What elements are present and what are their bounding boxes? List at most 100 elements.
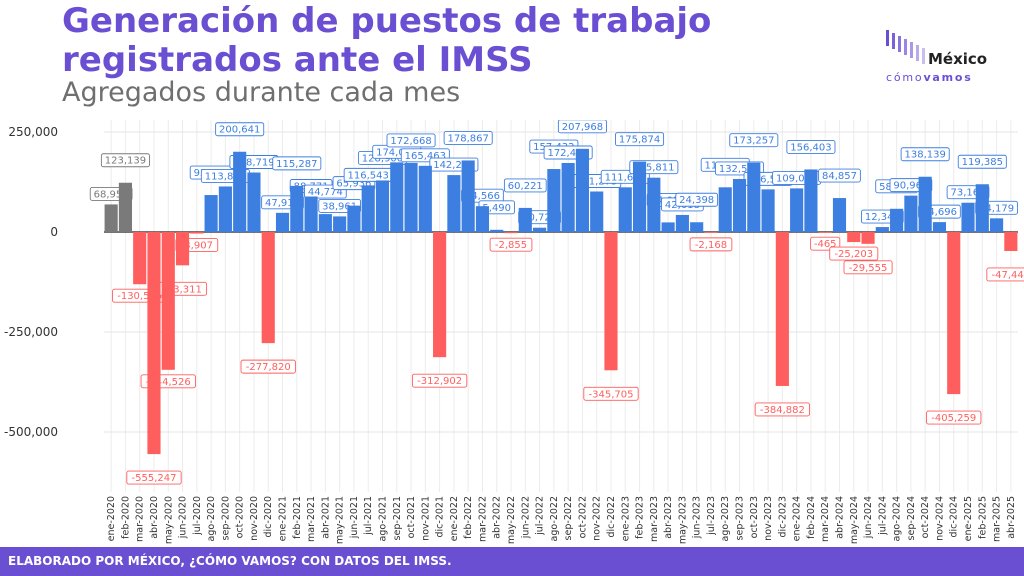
bar-ago-2023 [718,187,732,232]
data-label: 123,139 [105,156,146,167]
x-tick-label: sep-2022 [563,496,574,540]
x-tick-label: jun-2021 [349,496,360,539]
x-tick-label: dic-2022 [606,496,617,538]
data-label-box [900,147,950,162]
data-label-box [411,373,468,388]
bar-dic-2021 [433,232,447,358]
bar-oct-2022 [575,148,589,232]
bar-may-2020 [161,232,175,370]
bar-ene-2023 [618,187,632,232]
x-tick-label: mar-2020 [135,496,146,542]
x-tick-label: ago-2022 [549,496,560,541]
bar-abr-2023 [661,222,675,232]
x-tick-label: oct-2024 [920,496,931,538]
data-label: 116,543 [348,170,389,181]
bar-ago-2022 [547,169,561,232]
x-tick-label: jun-2023 [692,496,703,539]
bar-mar-2025 [990,218,1004,232]
bar-may-2023 [675,214,689,232]
bar-sep-2024 [904,195,918,232]
data-label: -47,442 [992,270,1024,281]
data-label: 156,403 [790,142,831,153]
bar-oct-2024 [918,176,932,232]
data-label-box [986,267,1024,282]
x-tick-label: abr-2022 [492,496,503,539]
x-tick-label: dic-2021 [435,496,446,538]
bar-mar-2024 [818,232,832,233]
x-tick-label: jun-2020 [178,496,189,539]
data-label: 113,850 [205,171,246,182]
page-subtitle: Agregados durante cada mes [62,77,461,108]
x-tick-label: nov-2023 [763,496,774,541]
bar-jul-2024 [875,227,889,232]
data-label-box [689,237,733,252]
x-tick-label: ago-2023 [720,496,731,541]
bar-ene-2025 [961,202,975,232]
x-tick-label: nov-2022 [592,496,603,541]
x-tick-label: feb-2020 [120,496,131,539]
bar-feb-2021 [290,185,304,232]
bar-feb-2024 [804,169,818,232]
bar-jul-2022 [533,227,547,232]
x-tick-label: ago-2020 [206,496,217,541]
bar-sep-2023 [732,178,747,232]
x-tick-label: mar-2021 [306,496,317,542]
bar-ago-2020 [204,195,218,232]
title-line-1: Generación de puestos de trabajo [62,1,712,41]
x-tick-label: nov-2024 [934,496,945,541]
data-label: 24,696 [922,207,957,218]
data-label: -83,311 [163,284,202,295]
data-label-box [754,402,811,417]
x-tick-label: oct-2021 [406,496,417,538]
data-label: 10,726 [522,213,557,224]
bar-may-2021 [333,216,347,232]
bar-feb-2023 [632,161,647,232]
data-label-box [843,260,893,275]
bar-ene-2024 [790,188,804,232]
x-tick-label: mar-2025 [992,496,1003,542]
data-label: 132,558 [719,164,760,175]
bar-nov-2020 [247,172,261,232]
bar-oct-2021 [404,162,418,232]
x-tick-label: abr-2025 [1006,496,1017,539]
data-label: 172,492 [547,148,588,159]
bar-feb-2020 [118,182,132,232]
logo-sub: cómovamos [886,71,973,84]
x-tick-label: feb-2023 [635,496,646,539]
page-title: Generación de puestos de trabajo registr… [62,2,711,80]
data-label-box [443,131,493,145]
data-label: 174,096 [376,147,417,158]
x-tick-label: feb-2024 [806,496,817,539]
x-tick-label: jul-2023 [706,496,717,536]
x-tick-label: feb-2022 [463,496,474,539]
bar-jun-2024 [861,232,875,244]
bar-jun-2022 [518,207,532,232]
data-label: 60,221 [508,181,543,192]
data-label-box [557,120,607,134]
data-label: -2,168 [695,240,727,251]
data-label: -344,526 [146,377,191,388]
bar-sep-2021 [390,162,404,232]
data-label: -29,555 [849,263,888,274]
data-label-box [126,470,182,485]
x-tick-label: dic-2023 [777,496,788,538]
data-label: -130,593 [117,291,162,302]
data-label: -465 [814,239,837,250]
x-tick-label: nov-2020 [249,496,260,541]
data-label: 64,566 [465,191,500,202]
x-tick-label: sep-2024 [906,496,917,540]
x-tick-label: oct-2020 [235,496,246,538]
data-label: 106,578 [747,174,788,185]
bar-ago-2021 [375,180,390,232]
bar-nov-2021 [418,165,432,232]
x-tick-label: abr-2020 [149,496,160,539]
data-label: 90,968 [893,181,928,192]
data-label: 173,257 [733,136,774,147]
data-label-box [215,122,265,137]
x-tick-label: may-2021 [335,496,346,544]
x-tick-label: feb-2025 [977,496,988,539]
data-label: 178,867 [447,133,488,144]
bar-jul-2020 [190,232,204,234]
footer-credit: ELABORADO POR MÉXICO, ¿CÓMO VAMOS? CON D… [0,547,1024,576]
data-label-box [503,178,547,193]
